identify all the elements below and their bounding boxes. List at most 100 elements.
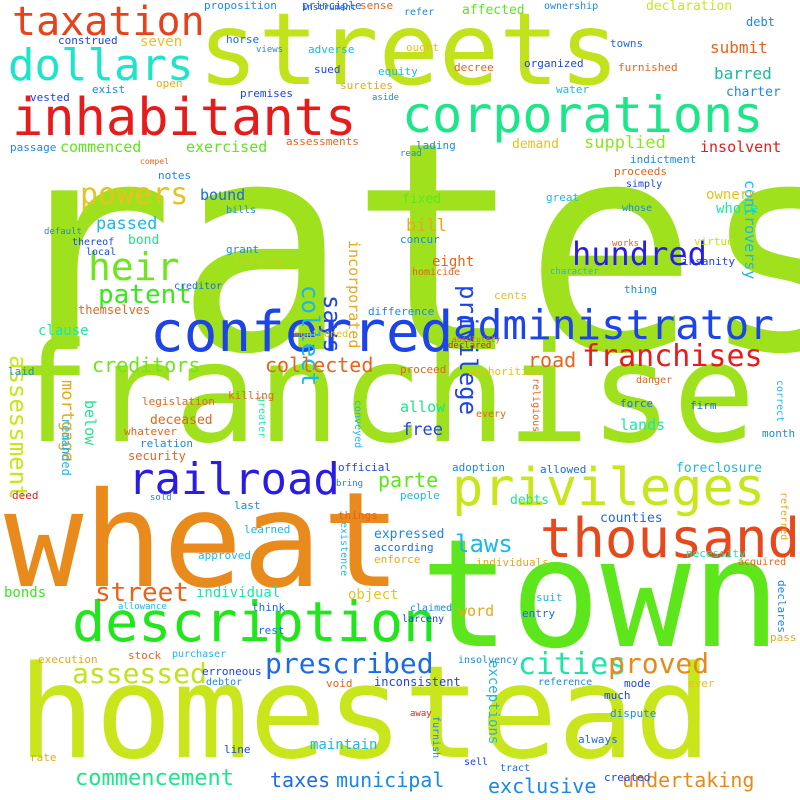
word-security: security <box>128 449 186 463</box>
word-open: open <box>156 77 183 90</box>
word-furnished: furnished <box>618 61 678 74</box>
word-municipal: municipal <box>336 768 445 792</box>
word-enforce: enforce <box>374 553 421 566</box>
word-conveyed: conveyed <box>352 400 363 449</box>
word-adoption: adoption <box>452 461 505 474</box>
word-thereof: thereof <box>72 237 115 248</box>
word-declares: declares <box>775 580 788 633</box>
word-compel: compel <box>140 157 169 166</box>
word-whose: whose <box>622 203 653 214</box>
word-larceny: larceny <box>402 614 445 625</box>
word-allow: allow <box>400 398 446 416</box>
word-eight: eight <box>432 254 475 270</box>
word-allowance: allowance <box>118 602 167 612</box>
word-official: official <box>338 461 391 474</box>
word-parte: parte <box>378 468 439 492</box>
word-ownership: ownership <box>544 1 599 12</box>
word-killing: killing <box>228 389 275 402</box>
word-assessed: assessed <box>72 657 207 690</box>
word-reference: reference <box>538 677 593 688</box>
word-erroneous: erroneous <box>202 665 262 678</box>
word-indictment: indictment <box>630 153 697 166</box>
word-railroad: railroad <box>128 454 340 505</box>
word-sued: sued <box>314 63 341 76</box>
word-premises: premises <box>240 87 293 100</box>
word-exercised: exercised <box>186 138 268 156</box>
word-charter: charter <box>726 85 781 100</box>
word-last: last <box>234 499 261 512</box>
word-town: town <box>420 508 782 682</box>
word-force: force <box>620 397 654 410</box>
word-insanity: insanity <box>682 255 735 268</box>
word-mentioned: mentioned <box>294 329 349 340</box>
word-exceptions: exceptions <box>485 660 501 745</box>
word-proceed: proceed <box>400 363 447 376</box>
word-great: great <box>546 191 580 204</box>
word-debts: debts <box>510 493 550 508</box>
word-collected: collected <box>265 353 374 377</box>
word-month: month <box>762 427 796 440</box>
word-inhabitants: inhabitants <box>12 88 357 148</box>
word-lands: lands <box>620 416 666 434</box>
word-religious: religious <box>530 378 541 433</box>
word-cities: cities <box>518 647 627 682</box>
word-patent: patent <box>98 280 192 310</box>
word-hundred: hundred <box>572 235 707 273</box>
word-heir: heir <box>88 245 180 289</box>
word-individual: individual <box>196 585 281 601</box>
word-homestead: homestead <box>18 639 712 788</box>
word-bound: bound <box>200 186 246 204</box>
word-insolvent: insolvent <box>700 138 782 156</box>
word-prescribed: prescribed <box>265 647 434 680</box>
word-fixed: fixed <box>402 192 442 207</box>
word-rate: rate <box>30 751 57 764</box>
word-people: people <box>400 489 440 502</box>
word-debt: debt <box>746 15 775 29</box>
word-towns: towns <box>610 37 644 50</box>
word-debtor: debtor <box>206 677 243 688</box>
word-line: line <box>224 743 251 756</box>
word-maintain: maintain <box>310 737 378 753</box>
word-bill: bill <box>406 216 447 236</box>
word-word: word <box>458 602 495 620</box>
word-default: default <box>44 227 82 237</box>
word-deceased: deceased <box>150 413 213 428</box>
word-always: always <box>578 733 618 746</box>
word-seven: seven <box>140 34 183 50</box>
word-incorporated: incorporated <box>345 240 363 349</box>
word-affected: affected <box>462 3 525 18</box>
word-decree: decree <box>454 61 494 74</box>
word-sureties: sureties <box>340 79 393 92</box>
word-individuals: individuals <box>476 556 549 569</box>
word-expressed: expressed <box>374 527 445 542</box>
word-administrator: administrator <box>453 301 774 349</box>
word-purchaser: purchaser <box>172 649 227 660</box>
word-street: street <box>95 578 189 608</box>
word-franchises: franchises <box>582 339 763 374</box>
word-exclusive: exclusive <box>488 774 597 798</box>
word-description: description <box>72 590 437 654</box>
word-water: water <box>556 83 590 96</box>
word-notes: notes <box>158 169 192 182</box>
word-ever: ever <box>688 677 715 690</box>
word-equity: equity <box>378 65 418 78</box>
word-principle: principle <box>302 0 362 12</box>
word-owners: owners <box>706 187 757 203</box>
word-absolutely: absolutely <box>452 335 501 344</box>
word-declared: declared <box>448 341 492 351</box>
word-things: things <box>338 509 378 522</box>
word-wheat: wheat <box>4 464 402 618</box>
word-privileges: privileges <box>452 458 766 518</box>
word-foreclosure: foreclosure <box>676 461 763 476</box>
word-road: road <box>528 348 577 372</box>
word-proposition: proposition <box>204 0 277 12</box>
word-bond: bond <box>128 233 160 248</box>
word-greater: greater <box>256 396 267 439</box>
word-bring: bring <box>336 479 364 489</box>
word-existence: existence <box>338 522 349 577</box>
word-think: think <box>252 601 286 614</box>
word-mode: mode <box>624 677 651 690</box>
word-passed: passed <box>96 214 158 234</box>
word-referred: referred <box>778 492 789 541</box>
word-relation: relation <box>140 437 193 450</box>
